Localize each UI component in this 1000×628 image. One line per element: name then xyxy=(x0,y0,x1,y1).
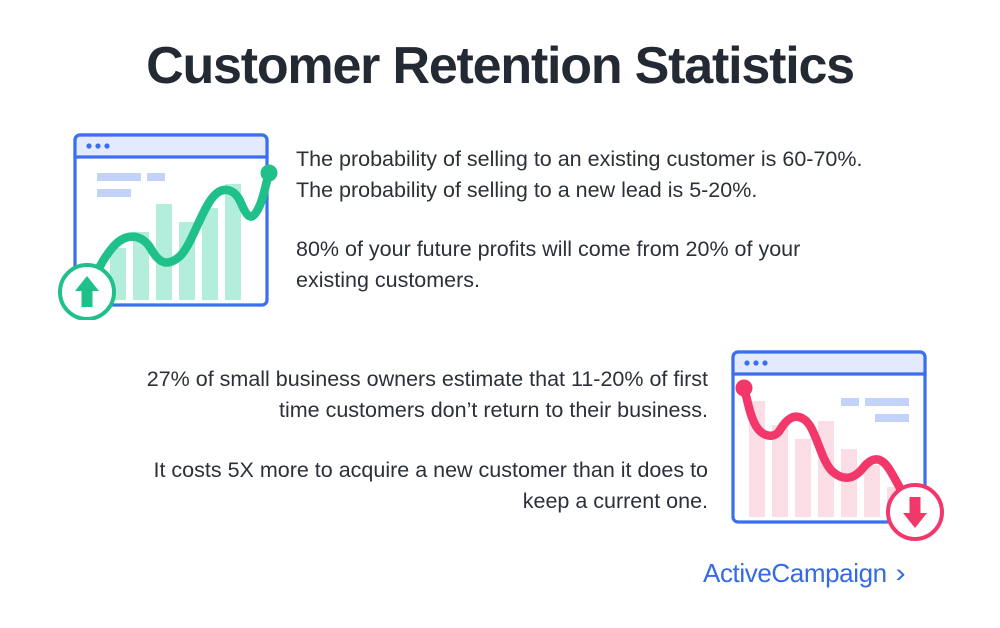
bar xyxy=(841,449,857,517)
decline-badge xyxy=(886,483,944,541)
placeholder-bar xyxy=(97,173,141,181)
placeholder-bar xyxy=(97,189,131,197)
placeholder-bars-group xyxy=(841,398,909,422)
stat-line: 27% of small business owners estimate th… xyxy=(146,367,708,391)
activecampaign-logo[interactable]: ActiveCampaign › xyxy=(703,558,905,589)
stat-block-acquisition-cost: It costs 5X more to acquire a new custom… xyxy=(40,455,709,517)
stat-line: The probability of selling to a new lead… xyxy=(296,178,758,202)
placeholder-bars-group xyxy=(97,173,165,197)
stat-line: The probability of selling to an existin… xyxy=(296,147,863,171)
stat-line: existing customers. xyxy=(296,268,481,292)
browser-title-bar xyxy=(73,133,269,159)
stat-line: time customers don’t return to their bus… xyxy=(279,398,708,422)
arrow-down-icon xyxy=(903,497,927,528)
window-dots-group xyxy=(86,143,110,149)
stat-block-future-profits: 80% of your future profits will come fro… xyxy=(296,234,896,296)
bar xyxy=(133,232,149,300)
stat-line: 80% of your future profits will come fro… xyxy=(296,237,801,261)
stat-line: It costs 5X more to acquire a new custom… xyxy=(153,458,709,482)
logo-wordmark: ActiveCampaign xyxy=(703,558,887,588)
bar xyxy=(772,425,788,517)
chevron-right-icon: › xyxy=(895,558,906,588)
growth-badge xyxy=(58,263,116,321)
placeholder-bar xyxy=(865,398,909,406)
placeholder-bar xyxy=(841,398,859,406)
window-dot-icon xyxy=(762,360,768,366)
window-dot-icon xyxy=(744,360,750,366)
bar xyxy=(864,465,880,517)
bar xyxy=(225,184,241,300)
stat-block-first-time-customers: 27% of small business owners estimate th… xyxy=(40,364,708,426)
trend-line xyxy=(740,387,922,519)
trend-line xyxy=(80,172,273,308)
stat-line: keep a current one. xyxy=(522,489,708,513)
placeholder-bar xyxy=(875,414,909,422)
bar xyxy=(202,208,218,300)
bar xyxy=(795,439,811,517)
arrow-up-icon xyxy=(75,276,99,307)
trend-line-end-dot xyxy=(735,379,753,397)
browser-title-bar xyxy=(731,350,927,376)
window-dot-icon xyxy=(95,143,101,149)
trend-line-end-dot xyxy=(260,164,278,182)
window-dot-icon xyxy=(753,360,759,366)
page-title: Customer Retention Statistics xyxy=(146,37,855,95)
stat-block-existing-vs-new: The probability of selling to an existin… xyxy=(296,144,956,206)
bar xyxy=(156,204,172,300)
window-dots-group xyxy=(744,360,768,366)
growth-chart-illustration xyxy=(55,125,285,325)
window-dot-icon xyxy=(86,143,92,149)
window-dot-icon xyxy=(104,143,110,149)
placeholder-bar xyxy=(147,173,165,181)
decline-chart-illustration xyxy=(725,340,950,550)
